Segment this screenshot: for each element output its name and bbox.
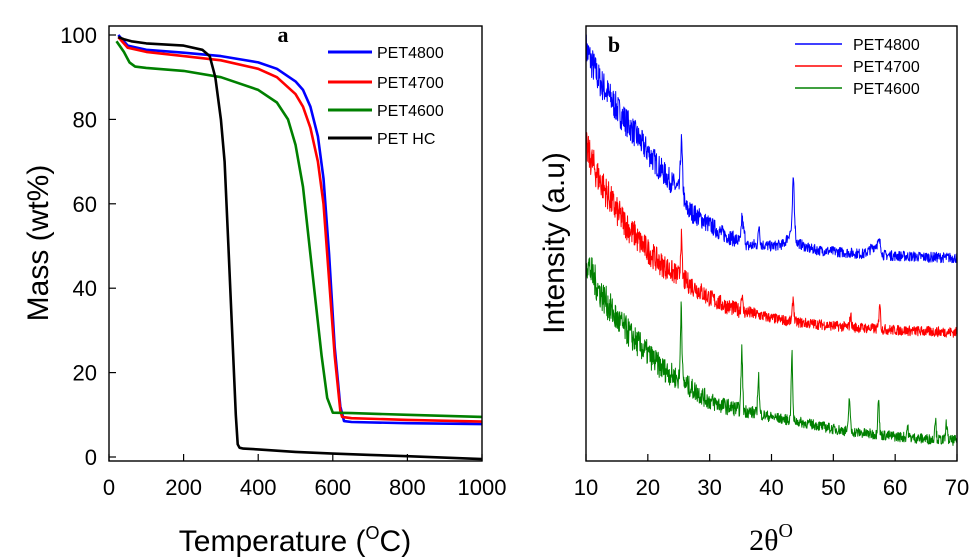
xrd-x-tick-label: 50 (821, 475, 845, 500)
xrd-series-lines (585, 34, 958, 446)
tga-line-pet4600 (115, 40, 483, 419)
xrd-line-pet4700 (585, 132, 958, 338)
xrd-x-tick-label: 20 (636, 475, 660, 500)
legend-label-pet4800: PET4800 (377, 45, 444, 62)
xrd-ticks: 10 20 30 40 50 60 70 (574, 454, 969, 500)
tga-y-tick-label: 0 (85, 445, 97, 470)
xrd-legend: PET4800 PET4700 PET4600 (795, 37, 920, 98)
legend-label-xrd-pet4800: PET4800 (853, 37, 920, 54)
legend-label-pet4600: PET4600 (377, 103, 444, 120)
xrd-line-pet4600 (585, 257, 958, 446)
tga-plot-frame (108, 25, 483, 462)
tga-line-pet4800 (117, 34, 483, 426)
tga-x-tick-label: 200 (165, 475, 202, 500)
tga-x-tick-label: 600 (314, 475, 351, 500)
tga-line-pet-hc (117, 35, 483, 461)
tga-legend: PET4800 PET4700 PET4600 PET HC (328, 45, 444, 148)
legend-label-xrd-pet4600: PET4600 (853, 81, 920, 98)
xrd-x-tick-label: 10 (574, 475, 598, 500)
xrd-x-tick-label: 70 (945, 475, 969, 500)
xrd-x-tick-label: 30 (697, 475, 721, 500)
tga-y-tick-label: 60 (73, 192, 97, 217)
tga-y-tick-label: 20 (73, 361, 97, 386)
tga-ticks: 0 200 400 600 800 1000 0 20 40 60 80 100 (60, 23, 506, 500)
tga-x-axis-label: Temperature (OC) (179, 523, 411, 558)
legend-label-xrd-pet4700: PET4700 (853, 59, 920, 76)
xrd-chart: 10 20 30 40 50 60 70 b PET4800 PET4700 PET4600… (538, 25, 969, 557)
xrd-x-tick-label: 60 (883, 475, 907, 500)
tga-y-tick-label: 100 (60, 23, 97, 48)
tga-series-lines (115, 34, 483, 461)
legend-label-pet4700: PET4700 (377, 75, 444, 92)
legend-label-pet-hc: PET HC (377, 131, 435, 148)
xrd-y-axis-label: Intensity (a.u) (538, 152, 571, 334)
tga-y-tick-label: 40 (73, 276, 97, 301)
tga-line-pet4700 (117, 36, 483, 423)
tga-x-tick-label: 400 (240, 475, 277, 500)
tga-y-tick-label: 80 (73, 107, 97, 132)
xrd-line-pet4800 (585, 34, 958, 264)
tga-x-tick-label: 800 (389, 475, 426, 500)
xrd-x-tick-label: 40 (759, 475, 783, 500)
tga-x-tick-label: 1000 (458, 475, 507, 500)
tga-chart: 0 200 400 600 800 1000 0 20 40 60 80 100 a PET4800 … (22, 22, 506, 558)
xrd-x-axis-label: 2θO (749, 520, 793, 557)
panel-label-a: a (278, 22, 289, 47)
tga-x-tick-label: 0 (103, 475, 115, 500)
panel-label-b: b (608, 32, 620, 57)
tga-y-axis-label: Mass (wt%) (22, 165, 55, 322)
